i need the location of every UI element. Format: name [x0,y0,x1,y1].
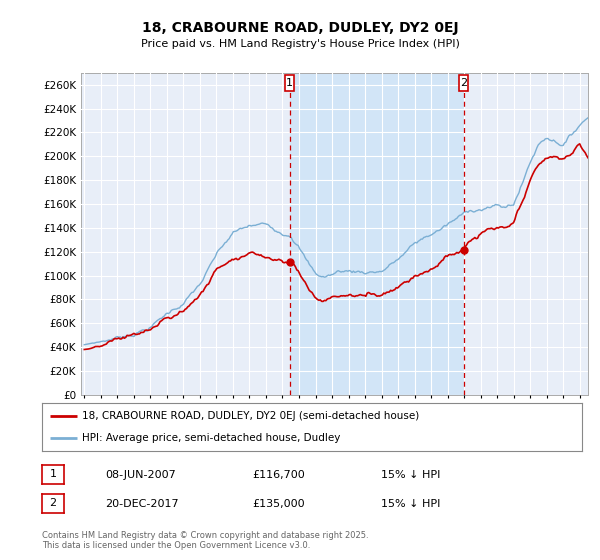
Text: 15% ↓ HPI: 15% ↓ HPI [381,499,440,509]
Text: £116,700: £116,700 [252,470,305,480]
Text: 1: 1 [286,78,293,88]
Text: 08-JUN-2007: 08-JUN-2007 [105,470,176,480]
FancyBboxPatch shape [459,75,468,91]
Text: £135,000: £135,000 [252,499,305,509]
Text: 2: 2 [50,498,56,508]
FancyBboxPatch shape [285,75,294,91]
Text: 18, CRABOURNE ROAD, DUDLEY, DY2 0EJ (semi-detached house): 18, CRABOURNE ROAD, DUDLEY, DY2 0EJ (sem… [83,411,420,421]
Text: 15% ↓ HPI: 15% ↓ HPI [381,470,440,480]
Text: HPI: Average price, semi-detached house, Dudley: HPI: Average price, semi-detached house,… [83,433,341,443]
Text: 18, CRABOURNE ROAD, DUDLEY, DY2 0EJ: 18, CRABOURNE ROAD, DUDLEY, DY2 0EJ [142,21,458,35]
Text: Contains HM Land Registry data © Crown copyright and database right 2025.
This d: Contains HM Land Registry data © Crown c… [42,530,368,550]
Bar [290,73,464,395]
Text: 2: 2 [460,78,467,88]
Text: 20-DEC-2017: 20-DEC-2017 [105,499,179,509]
Text: 1: 1 [50,469,56,479]
Text: Price paid vs. HM Land Registry's House Price Index (HPI): Price paid vs. HM Land Registry's House … [140,39,460,49]
